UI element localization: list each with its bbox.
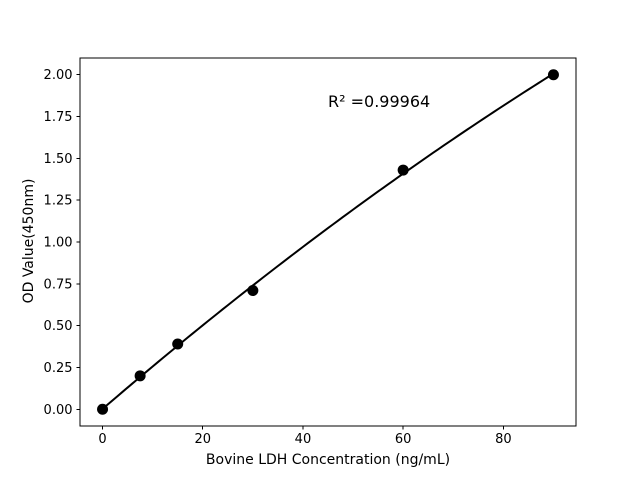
y-tick-label: 1.75	[44, 110, 73, 125]
data-point	[247, 285, 259, 297]
data-point	[547, 69, 559, 81]
x-tick-label: 20	[194, 432, 211, 447]
axes-spines	[79, 57, 577, 427]
data-point	[97, 403, 109, 415]
r-squared-annotation: R² =0.99964	[328, 92, 431, 111]
y-axis-label: OD Value(450nm)	[21, 178, 37, 304]
y-tick-label: 0.00	[44, 403, 73, 418]
x-tick-label: 80	[495, 432, 512, 447]
y-tick-label: 0.25	[44, 361, 73, 376]
data-point	[172, 338, 184, 350]
x-tick-label: 40	[295, 432, 312, 447]
y-tick-label: 2.00	[44, 68, 73, 83]
y-tick-label: 1.00	[44, 236, 73, 251]
fit-curve	[101, 72, 555, 410]
x-tick-label: 0	[98, 432, 106, 447]
x-tick-label: 60	[395, 432, 412, 447]
data-point	[397, 164, 409, 176]
data-point	[134, 370, 146, 382]
y-tick-label: 1.50	[44, 152, 73, 167]
y-tick-label: 0.50	[44, 319, 73, 334]
x-axis-label: Bovine LDH Concentration (ng/mL)	[205, 452, 451, 468]
y-tick-label: 0.75	[44, 277, 73, 292]
y-tick-label: 1.25	[44, 194, 73, 209]
